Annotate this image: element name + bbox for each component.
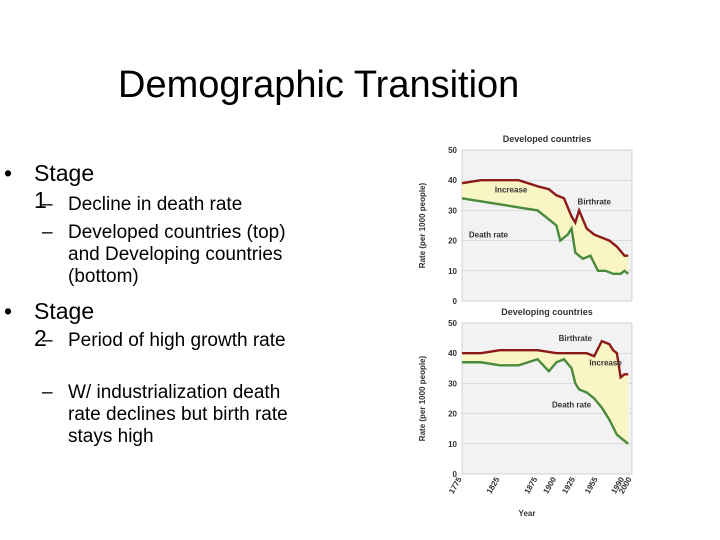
x-tick-label: 1900 (541, 475, 558, 495)
x-axis-label: Year (519, 509, 536, 518)
y-tick-label: 40 (448, 349, 457, 358)
annotation-label: Birthrate (559, 334, 593, 343)
dash-icon: – (42, 222, 53, 243)
chart-title: Developing countries (501, 307, 593, 317)
annotation-label: Increase (495, 185, 528, 194)
x-tick-label: 1775 (447, 475, 464, 495)
x-tick-label: 1825 (485, 475, 502, 495)
y-tick-label: 20 (448, 237, 457, 246)
bullet-stage-1: • Stage 1 (4, 160, 95, 214)
dash-icon: – (42, 194, 53, 215)
dash-icon: – (42, 382, 53, 403)
demographic-charts: 0 10 20 30 40 50 Developed countries Rate (per … (412, 128, 652, 528)
y-axis-label: Rate (per 1000 people) (418, 182, 427, 268)
x-tick-label: 1955 (583, 475, 600, 495)
plot-background (461, 149, 633, 302)
annotation-label: Increase (589, 358, 622, 367)
annotation-label: Birthrate (578, 197, 612, 206)
birth-rate-line (462, 339, 629, 380)
bullet-dot-icon: • (4, 160, 13, 186)
y-tick-label: 30 (448, 206, 457, 215)
bullet-label: Stage 2 (34, 298, 95, 351)
bullet-stage-2: • Stage 2 (4, 298, 95, 352)
dash-icon: – (42, 330, 53, 351)
death-rate-line (461, 197, 629, 276)
sub-bullet-text: Developed countries (top) and Developing… (68, 222, 286, 287)
y-tick-label: 20 (448, 410, 457, 419)
sub-bullet-text: Decline in death rate (68, 194, 243, 215)
y-tick-label: 0 (453, 470, 458, 479)
y-tick-label: 40 (448, 176, 457, 185)
sub-bullet-text: Period of high growth rate (68, 330, 286, 351)
y-tick-label: 10 (448, 267, 457, 276)
annotation-label: Death rate (552, 401, 592, 410)
chart-title: Developed countries (503, 134, 592, 144)
y-tick-label: 50 (448, 319, 457, 328)
sub-bullet-text: W/ industrialization death rate declines… (68, 382, 288, 447)
death-rate-line (462, 357, 629, 445)
bullet-dot-icon: • (4, 298, 13, 324)
y-tick-label: 0 (453, 297, 458, 306)
y-axis-label: Rate (per 1000 people) (418, 355, 427, 441)
y-tick-label: 50 (448, 146, 457, 155)
annotation-label: Death rate (469, 231, 509, 240)
y-tick-label: 30 (448, 379, 457, 388)
y-tick-label: 10 (448, 440, 457, 449)
x-tick-label: 1875 (523, 475, 540, 495)
growth-fill-area (462, 180, 629, 274)
charts-svg: 0 10 20 30 40 50 Developed countries Rate (per … (418, 134, 634, 518)
x-tick-label: 1925 (560, 475, 577, 495)
birth-rate-line (461, 179, 629, 257)
bullet-label: Stage 1 (34, 160, 95, 213)
growth-fill-area (462, 341, 629, 444)
slide-title: Demographic Transition (118, 64, 520, 106)
